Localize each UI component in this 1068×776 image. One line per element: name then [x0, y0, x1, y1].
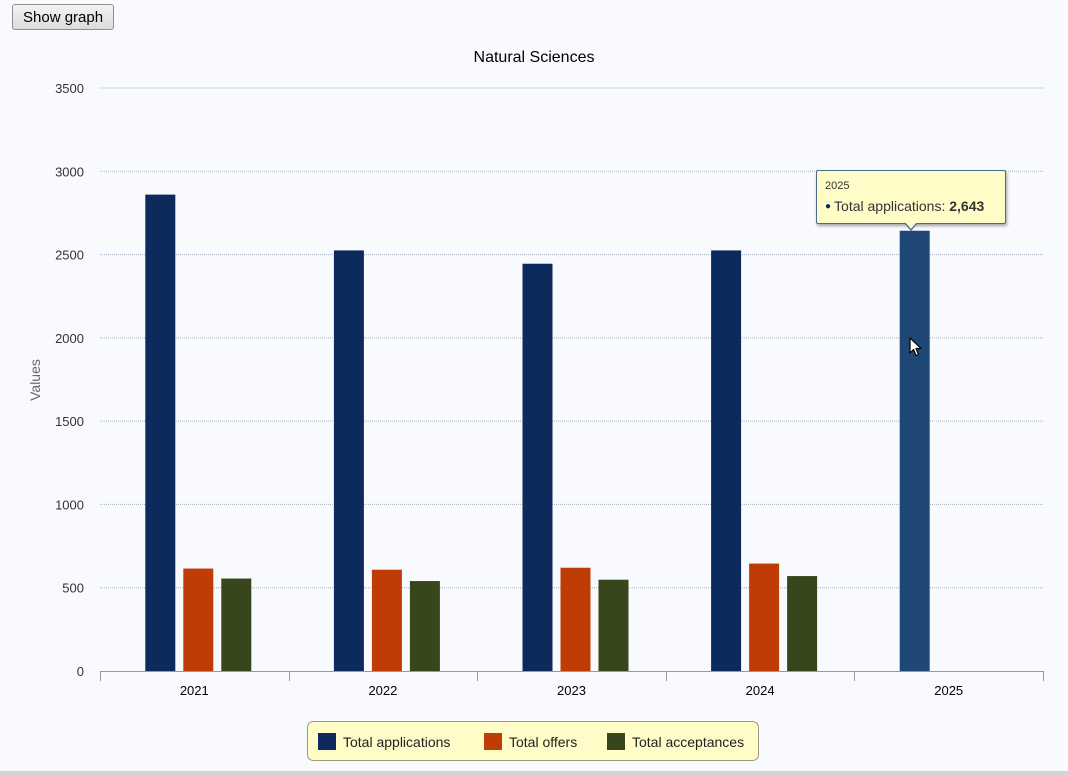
legend-item-label: Total applications — [343, 734, 450, 750]
tooltip-title: 2025 — [825, 180, 850, 192]
y-tick-label: 500 — [62, 581, 84, 596]
bar-total-applications-2025 — [899, 230, 930, 671]
mouse-cursor-icon — [909, 337, 922, 357]
legend-swatch — [318, 733, 336, 750]
bar-total-acceptances-2023 — [598, 579, 629, 671]
x-tick-label: 2023 — [557, 683, 586, 698]
y-tick-label: 3500 — [55, 81, 84, 96]
chart-title: Natural Sciences — [474, 49, 595, 66]
y-tick-label: 1000 — [55, 497, 84, 512]
x-tick-label: 2022 — [368, 683, 397, 698]
bar-total-applications-2022 — [333, 250, 364, 671]
bar-total-acceptances-2022 — [409, 581, 440, 671]
bottom-border — [0, 771, 1068, 776]
bar-total-acceptances-2021 — [221, 578, 252, 671]
bar-total-offers-2022 — [371, 569, 402, 671]
legend-swatch — [607, 733, 625, 750]
bar-total-acceptances-2024 — [787, 576, 818, 671]
y-tick-label: 1500 — [55, 414, 84, 429]
x-tick-label: 2025 — [934, 683, 963, 698]
legend-item-label: Total offers — [509, 734, 577, 750]
bar-total-applications-2024 — [711, 250, 742, 671]
show-graph-button[interactable]: Show graph — [12, 4, 115, 30]
chart-tooltip: 2025 ● Total applications: 2,643 — [816, 170, 1006, 224]
y-axis-label: Values — [27, 359, 43, 401]
y-tick-label: 2000 — [55, 331, 84, 346]
x-tick-label: 2021 — [180, 683, 209, 698]
bar-total-offers-2024 — [749, 563, 780, 671]
bar-total-offers-2021 — [183, 568, 214, 671]
bar-total-offers-2023 — [560, 567, 591, 671]
tooltip-value: 2,643 — [949, 198, 985, 214]
bar-total-applications-2021 — [145, 194, 176, 671]
tooltip-series-label: Total applications — [834, 198, 942, 214]
tooltip-pointer-fill — [905, 222, 917, 229]
y-tick-label: 3000 — [55, 164, 84, 179]
series-dot-icon: ● — [825, 201, 832, 212]
tooltip-row: ● Total applications: 2,643 — [825, 198, 985, 214]
legend-box — [307, 721, 759, 761]
legend-swatch — [484, 733, 502, 750]
bar-total-applications-2023 — [522, 263, 553, 671]
x-tick-label: 2024 — [746, 683, 775, 698]
legend-item-label: Total acceptances — [632, 734, 744, 750]
y-tick-label: 0 — [77, 664, 84, 679]
y-tick-label: 2500 — [55, 248, 84, 263]
